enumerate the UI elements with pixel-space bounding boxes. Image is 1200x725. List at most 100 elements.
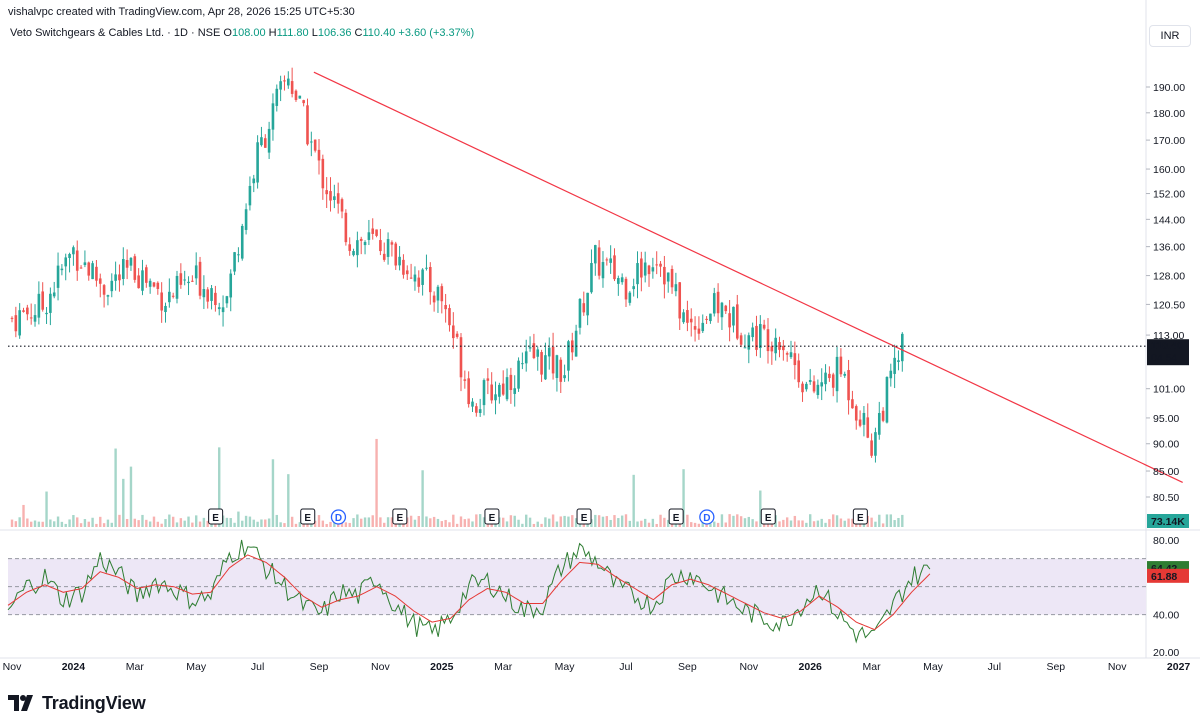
earnings-marker[interactable]: E <box>852 508 868 525</box>
candle-body <box>463 379 467 381</box>
candle-body <box>271 103 275 130</box>
earnings-marker[interactable]: E <box>300 508 316 525</box>
volume-bar <box>812 521 816 527</box>
close-label: C <box>354 27 363 39</box>
volume-bar <box>148 521 152 527</box>
volume-bar <box>417 515 420 527</box>
price-tick-label: 80.50 <box>1153 492 1179 504</box>
candle-body <box>137 275 140 289</box>
volume-bar <box>325 523 328 527</box>
volume-bar <box>682 469 685 527</box>
candle-body <box>712 293 716 314</box>
candle-body <box>287 78 290 86</box>
candle-body <box>382 253 386 260</box>
candle-body <box>540 352 543 375</box>
price-tick-label: 120.50 <box>1153 299 1185 311</box>
candle-body <box>674 284 678 292</box>
candle-body <box>816 384 820 396</box>
candle-body <box>659 263 662 267</box>
volume-bar <box>736 514 739 527</box>
candle-body <box>582 303 586 313</box>
volume-bar <box>463 519 467 527</box>
candle-body <box>371 228 375 234</box>
volume-bar <box>290 516 294 527</box>
volume-bar <box>294 523 298 527</box>
last-price-label-bg <box>1147 339 1189 366</box>
tradingview-logo[interactable]: TradingView <box>8 692 146 714</box>
volume-bar <box>53 521 56 527</box>
volume-bar <box>229 518 232 527</box>
volume-bar <box>41 521 44 527</box>
candle-body <box>590 263 593 293</box>
volume-bar <box>195 515 198 527</box>
symbol-legend[interactable]: Veto Switchgears & Cables Ltd. · 1D · NS… <box>10 27 474 39</box>
earnings-marker[interactable]: E <box>668 508 684 525</box>
volume-bar <box>99 516 102 527</box>
candle-body <box>375 229 378 236</box>
last-price-label: 110.40 <box>1151 340 1183 352</box>
currency-button[interactable]: INR <box>1149 25 1191 47</box>
volume-bar <box>125 518 129 527</box>
time-axis[interactable]: Nov 2024 Mar May Jul Sep Nov 2025 Mar May Jul Sep No… <box>3 661 1191 673</box>
price-tick-label: 152.00 <box>1153 189 1185 201</box>
candle-body <box>789 352 793 358</box>
candle-body <box>682 312 685 323</box>
dividend-marker-circle <box>330 509 347 525</box>
candle-body <box>37 293 41 318</box>
volume-bar <box>559 516 562 527</box>
chart-canvas[interactable]: E E D E E E E D E E 190.00 180.00 170.00 160.00 152.0… <box>0 0 1200 690</box>
candle-body <box>22 310 25 312</box>
volume-bar <box>206 520 209 527</box>
earnings-marker[interactable]: E <box>760 508 776 525</box>
volume-bar <box>521 523 524 527</box>
volume-bar <box>525 514 528 527</box>
volume-bar <box>248 516 252 527</box>
volume-bar <box>858 522 862 527</box>
volume-bar <box>183 520 186 527</box>
price-tick-label: 180.00 <box>1153 108 1185 120</box>
candle-body <box>609 258 612 263</box>
candle-body <box>214 292 217 306</box>
volume-bar <box>60 521 64 527</box>
candle-body <box>831 374 835 388</box>
dividend-marker[interactable]: D <box>330 509 347 525</box>
volume-bar <box>663 517 666 527</box>
earnings-marker[interactable]: E <box>576 508 592 525</box>
volume-bar <box>536 521 539 527</box>
volume-bar <box>56 516 60 527</box>
candle-body <box>851 399 854 409</box>
volume-bar <box>198 521 202 527</box>
countdown-label: 04:54 <box>1151 352 1177 364</box>
volume-bar <box>475 514 478 527</box>
candle-body <box>509 374 513 391</box>
price-tick-label: 113.00 <box>1153 330 1184 342</box>
candle-body <box>440 286 444 302</box>
volume-bar <box>252 519 255 527</box>
earnings-marker[interactable]: E <box>392 508 408 525</box>
resistance-trendline <box>313 71 1183 483</box>
candle-body <box>747 335 751 350</box>
price-axis[interactable]: 190.00 180.00 170.00 160.00 152.00 144.00 136.… <box>1146 82 1185 659</box>
time-tick-label: May <box>186 661 207 673</box>
candle-body <box>56 265 60 288</box>
volume-bar <box>636 521 639 527</box>
candle-body <box>356 240 359 256</box>
price-tick-label: 144.00 <box>1153 214 1185 226</box>
volume-bar <box>640 520 643 527</box>
dividend-marker[interactable]: D <box>699 509 715 525</box>
volume-bar <box>613 515 616 527</box>
earnings-marker[interactable]: E <box>208 508 224 525</box>
rsi-ma-value-label: 61.88 <box>1151 571 1177 583</box>
earnings-marker[interactable]: E <box>484 508 500 525</box>
candle-body <box>402 259 405 275</box>
earnings-marker-label: E <box>212 513 219 524</box>
trendline[interactable] <box>313 71 1183 483</box>
candle-body <box>14 315 18 332</box>
volume-bar <box>267 518 271 527</box>
volume-bar <box>471 521 474 527</box>
symbol-name[interactable]: Veto Switchgears & Cables Ltd. · 1D · NS… <box>10 27 221 39</box>
candle-body <box>597 247 601 276</box>
volume-bar <box>110 522 113 527</box>
candle-body <box>647 265 651 275</box>
